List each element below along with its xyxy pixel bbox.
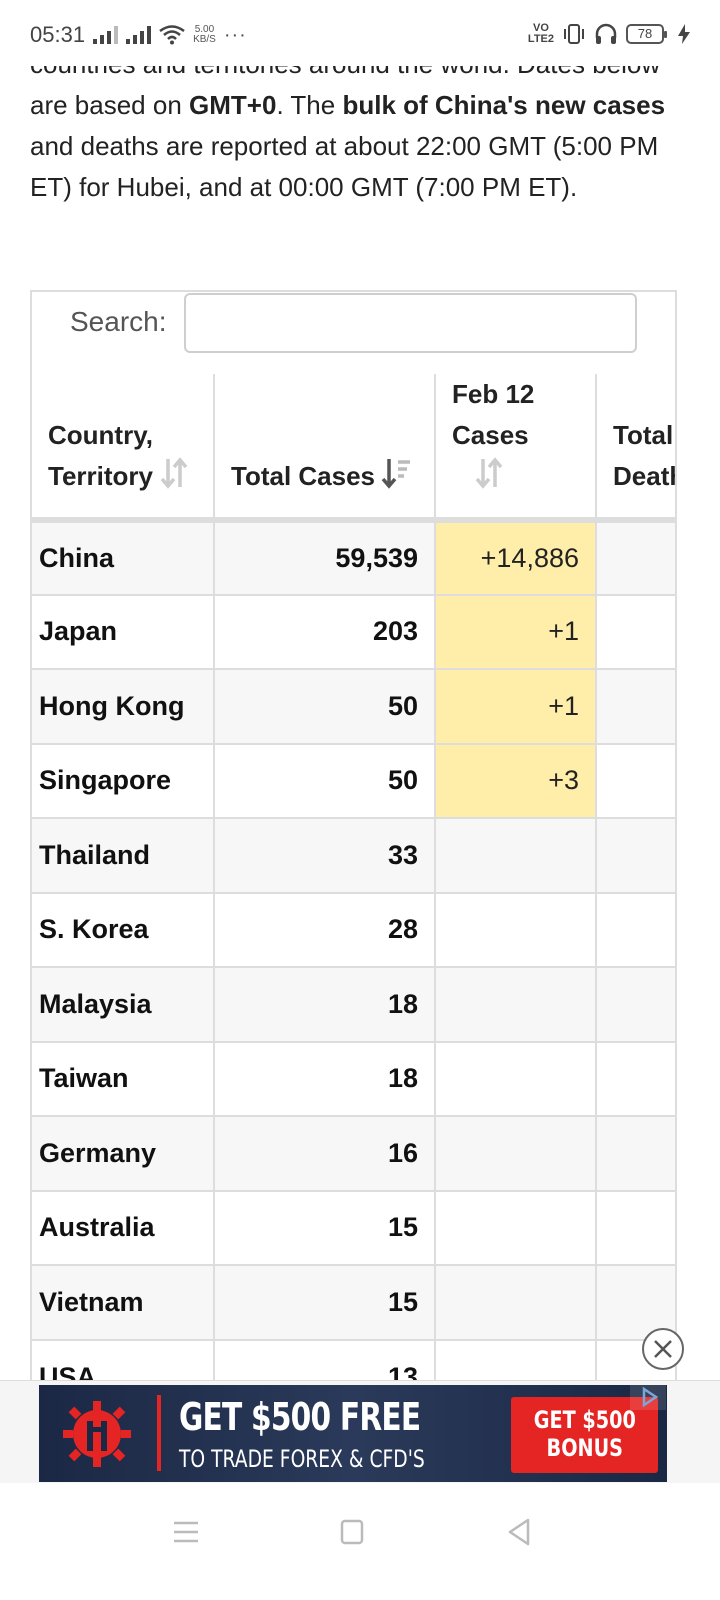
total-cases-cell: 15 [213, 1264, 435, 1340]
headphones-icon [595, 23, 617, 44]
header-row: Country, Territory Total Cases Feb 12 Ca… [32, 374, 675, 523]
total-cases-cell: 16 [213, 1115, 435, 1191]
new-cases-cell [434, 1115, 596, 1191]
table-row: Singapore 50 +3 [32, 742, 675, 818]
total-deaths-cell [595, 1189, 675, 1265]
signal-icon [126, 26, 152, 44]
more-notifications: ··· [223, 23, 247, 46]
country-cell: Japan [32, 593, 214, 669]
table-row: Germany 16 [32, 1115, 675, 1191]
new-cases-cell: +1 [434, 593, 596, 669]
country-cell: Australia [32, 1189, 214, 1265]
search-label: Search: [70, 306, 167, 337]
table-row: Hong Kong 50 +1 [32, 668, 675, 744]
ad-title: GET $500 FREE [179, 1395, 421, 1439]
header-total-deaths[interactable]: Total Death [595, 374, 675, 523]
country-cell: Singapore [32, 742, 214, 818]
search-input[interactable] [184, 293, 637, 353]
header-new-cases[interactable]: Feb 12 Cases [434, 374, 596, 523]
total-cases-cell: 59,539 [213, 519, 435, 595]
ad-banner[interactable]: GET $500 FREE TO TRADE FOREX & CFD'S GET… [39, 1385, 667, 1482]
close-ad-button[interactable] [642, 1328, 684, 1370]
gear-logo-icon [63, 1401, 131, 1467]
new-cases-cell [434, 1264, 596, 1340]
back-icon[interactable] [500, 1512, 540, 1552]
total-deaths-cell [595, 891, 675, 967]
total-cases-cell: 33 [213, 817, 435, 893]
table-row: Thailand 33 [32, 817, 675, 893]
total-deaths-cell: 1 [595, 519, 675, 595]
battery-icon: 78 [626, 24, 667, 44]
total-cases-cell: 18 [213, 966, 435, 1042]
total-cases-cell: 203 [213, 593, 435, 669]
ad-container: GET $500 FREE TO TRADE FOREX & CFD'S GET… [0, 1380, 720, 1483]
total-deaths-cell [595, 668, 675, 744]
total-deaths-cell [595, 1115, 675, 1191]
table-row: Australia 15 [32, 1189, 675, 1265]
total-cases-cell: 18 [213, 1040, 435, 1116]
total-deaths-cell [595, 817, 675, 893]
net-speed: 5.00 KB/S [193, 24, 216, 45]
table-row: Taiwan 18 [32, 1040, 675, 1116]
total-deaths-cell [595, 1040, 675, 1116]
table-row: Vietnam 15 [32, 1264, 675, 1340]
new-cases-cell: +1 [434, 668, 596, 744]
new-cases-cell [434, 1189, 596, 1265]
search-row: Search: [32, 292, 675, 372]
home-icon[interactable] [332, 1512, 372, 1552]
new-cases-cell: +14,886 [434, 519, 596, 595]
country-cell: Hong Kong [32, 668, 214, 744]
total-cases-cell: 50 [213, 742, 435, 818]
country-cell: Taiwan [32, 1040, 214, 1116]
total-deaths-cell [595, 1264, 675, 1340]
close-icon [654, 1340, 672, 1358]
sort-icon [475, 457, 503, 489]
total-deaths-cell [595, 593, 675, 669]
table-row: Japan 203 +1 [32, 593, 675, 669]
sort-icon [160, 457, 188, 489]
status-bar: 05:31 5.00 KB/S ··· VO LTE2 78 [0, 0, 720, 66]
country-cell: S. Korea [32, 891, 214, 967]
wifi-icon [159, 25, 185, 45]
header-total-cases[interactable]: Total Cases [213, 374, 435, 523]
country-cell: Germany [32, 1115, 214, 1191]
table-row: Malaysia 18 [32, 966, 675, 1042]
country-cell: Thailand [32, 817, 214, 893]
total-cases-cell: 50 [213, 668, 435, 744]
new-cases-cell [434, 1040, 596, 1116]
cases-table: Country, Territory Total Cases Feb 12 Ca… [32, 374, 675, 1390]
sort-desc-icon [381, 459, 411, 489]
signal-icon [93, 26, 119, 44]
new-cases-cell: +3 [434, 742, 596, 818]
country-cell: China [32, 519, 214, 595]
new-cases-cell [434, 891, 596, 967]
intro-paragraph: countries and territories around the wor… [30, 49, 666, 202]
total-cases-cell: 15 [213, 1189, 435, 1265]
country-cell: Malaysia [32, 966, 214, 1042]
table-row: S. Korea 28 [32, 891, 675, 967]
cases-table-widget: Search: Country, Territory Total Cases F… [30, 290, 677, 1390]
total-deaths-cell [595, 742, 675, 818]
china-cases-emphasis: bulk of China's new cases [342, 90, 666, 120]
total-cases-cell: 28 [213, 891, 435, 967]
menu-icon[interactable] [166, 1512, 206, 1552]
vibrate-icon [564, 24, 584, 44]
ad-separator [157, 1395, 161, 1471]
gmt-emphasis: GMT+0 [189, 90, 277, 120]
ad-subtitle: TO TRADE FOREX & CFD'S [179, 1445, 425, 1473]
adchoices-icon[interactable] [630, 1384, 666, 1410]
volte-indicator: VO LTE2 [527, 22, 554, 45]
country-cell: Vietnam [32, 1264, 214, 1340]
total-deaths-cell [595, 966, 675, 1042]
new-cases-cell [434, 966, 596, 1042]
new-cases-cell [434, 817, 596, 893]
navigation-bar [0, 1484, 720, 1600]
header-country[interactable]: Country, Territory [32, 374, 214, 523]
charging-icon [678, 24, 690, 44]
clock: 05:31 [30, 22, 86, 47]
ad-cta-button[interactable]: GET $500 BONUS [511, 1397, 658, 1473]
